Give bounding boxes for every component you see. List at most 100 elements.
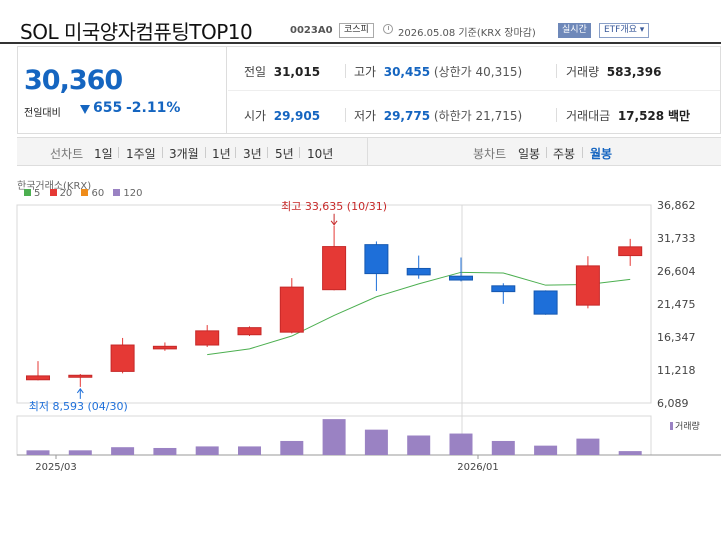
prev-close-value: 31,015 [273, 65, 321, 79]
volume-bar [195, 446, 219, 455]
volume-bar [111, 447, 135, 455]
change-value: 655 [93, 100, 123, 116]
high-value: 30,455 [383, 65, 431, 79]
candle-body [237, 327, 262, 336]
y-tick-label: 6,089 [657, 397, 689, 410]
legend-label: 60 [91, 188, 105, 199]
line-chart-button[interactable]: 선차트 [50, 147, 84, 161]
candle-body [406, 267, 431, 276]
price-plot-frame [16, 204, 652, 404]
divider [267, 147, 268, 158]
period-3y[interactable]: 3년 [243, 147, 262, 161]
page-title: SOL 미국양자컴퓨팅TOP10 [20, 20, 253, 44]
y-tick-label: 21,475 [657, 298, 696, 311]
divider [367, 138, 368, 165]
change-percent: -2.11% [126, 100, 181, 116]
period-1y[interactable]: 1년 [212, 147, 231, 161]
chart-toolbar: 선차트 1일 1주일 3개월 1년 3년 5년 10년 봉차트 일봉 주봉 월봉 [17, 137, 721, 166]
current-price: 30,360 [24, 65, 123, 96]
volume-bar [491, 440, 515, 455]
volume-bar [153, 447, 177, 455]
candle-body [575, 265, 600, 306]
volume-bar [618, 451, 642, 455]
candle-monthly[interactable]: 월봉 [590, 147, 613, 161]
volume-legend-label: 거래량 [675, 422, 700, 432]
volume-label: 거래량 [566, 65, 600, 79]
ma5-line [207, 271, 631, 356]
divider [228, 90, 720, 91]
prev-close: 전일 31,015 [244, 63, 320, 80]
low-label: 저가 [354, 109, 377, 123]
candle-body [364, 244, 389, 275]
candle-body [195, 330, 220, 346]
high-label: 고가 [354, 65, 377, 79]
down-triangle-icon [80, 105, 90, 114]
divider [118, 147, 119, 158]
ma-legend: 5 20 60 120 [24, 188, 149, 199]
stock-code: 0023A0 [290, 25, 333, 36]
candle-body [618, 246, 643, 257]
period-1d[interactable]: 1일 [94, 147, 113, 161]
volume-swatch [670, 422, 673, 430]
day-low: 저가 29,775 (하한가 21,715) [354, 107, 522, 124]
volume-bar [26, 450, 50, 455]
clock-icon [383, 24, 393, 34]
market-badge: 코스피 [339, 23, 374, 38]
etf-info-dropdown[interactable]: ETF개요 ▾ [599, 23, 650, 38]
period-5y[interactable]: 5년 [275, 147, 294, 161]
divider [546, 147, 547, 158]
candle-body [533, 290, 558, 315]
legend-swatch [81, 189, 89, 196]
candle-daily[interactable]: 일봉 [518, 147, 541, 161]
candle-chart-button[interactable]: 봉차트 [473, 147, 507, 161]
divider [299, 147, 300, 158]
volume-legend: 거래량 [670, 419, 700, 432]
volume-bar [407, 435, 431, 455]
header: SOL 미국양자컴퓨팅TOP10 0023A0 코스피 2026.05.08 기… [0, 0, 721, 44]
trade-amount: 거래대금 17,528 백만 [566, 107, 690, 124]
amount-label: 거래대금 [566, 109, 611, 123]
as-of-date: 2026.05.08 기준(KRX 장마감) [398, 28, 536, 39]
divider [235, 147, 236, 158]
realtime-button[interactable]: 실시간 [558, 23, 591, 38]
divider [345, 64, 346, 78]
candle-body [279, 286, 304, 333]
open: 시가 29,905 [244, 107, 320, 124]
divider [556, 108, 557, 122]
price-box: 30,360 전일대비 655 -2.11% [18, 47, 227, 133]
prev-close-label: 전일 [244, 65, 267, 79]
volume-bar [576, 438, 600, 455]
divider [205, 147, 206, 158]
data-source: 한국거래소(KRX) [17, 181, 92, 192]
divider [556, 64, 557, 78]
period-10y[interactable]: 10년 [307, 147, 334, 161]
candle-weekly[interactable]: 주봉 [553, 147, 576, 161]
day-high: 고가 30,455 (상한가 40,315) [354, 63, 522, 80]
volume-bar [322, 419, 346, 455]
period-3m[interactable]: 3개월 [169, 147, 199, 161]
lower-limit: (하한가 21,715) [433, 109, 523, 123]
amount-unit: 백만 [667, 109, 691, 123]
volume-bar [534, 445, 558, 455]
change-label: 전일대비 [24, 108, 61, 119]
high-annotation: 최고 33,635 (10/31) [281, 200, 387, 213]
candle-body [110, 344, 135, 372]
volume: 거래량 583,396 [566, 63, 661, 80]
low-annotation: 최저 8,593 (04/30) [29, 400, 128, 413]
open-label: 시가 [244, 109, 267, 123]
x-tick-label: 2026/01 [457, 462, 499, 473]
candle-body [68, 374, 93, 378]
volume-value: 583,396 [606, 65, 662, 79]
volume-bar [280, 440, 304, 455]
amount-value: 17,528 [617, 109, 665, 123]
volume-bar [68, 450, 92, 455]
candle-body [449, 275, 473, 281]
y-tick-label: 11,218 [657, 364, 696, 377]
y-tick-label: 31,733 [657, 232, 696, 245]
open-value: 29,905 [273, 109, 321, 123]
candle-body [491, 285, 516, 293]
period-1w[interactable]: 1주일 [126, 147, 156, 161]
divider [582, 147, 583, 158]
volume-bar [364, 429, 388, 455]
